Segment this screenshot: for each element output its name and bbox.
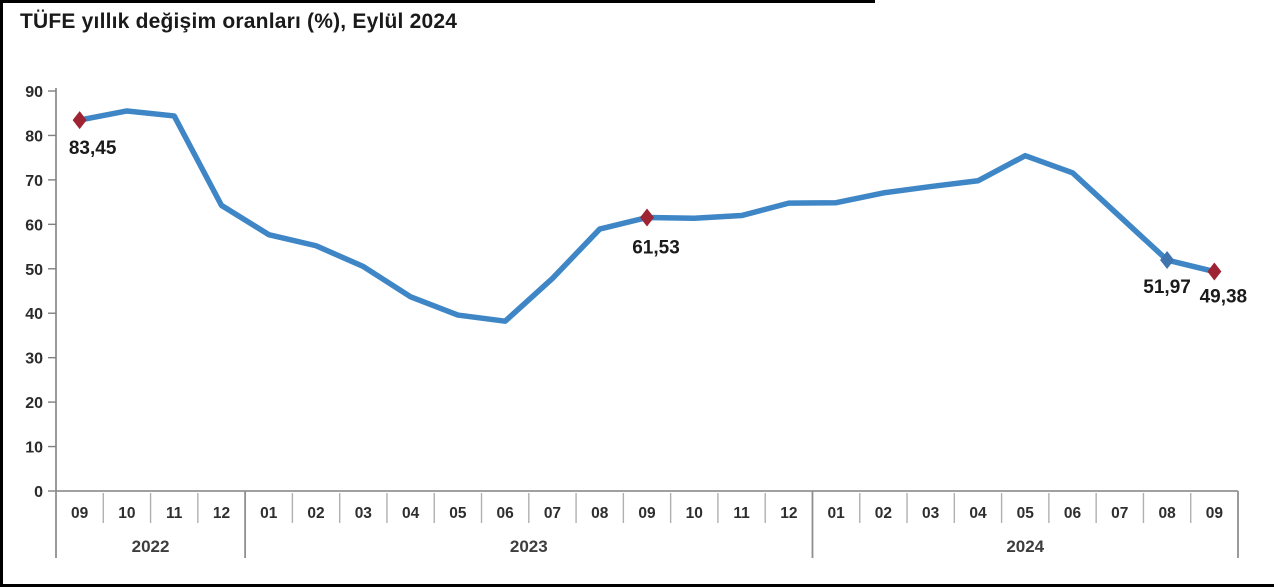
month-tick-label: 11	[166, 505, 183, 522]
month-tick-label: 02	[307, 505, 324, 522]
y-axis-tick-label: 50	[25, 262, 43, 279]
data-point-label: 49,38	[1200, 287, 1248, 308]
y-axis-tick-label: 80	[25, 128, 43, 145]
month-tick-label: 05	[1017, 505, 1035, 522]
month-tick-label: 08	[591, 505, 609, 522]
data-point-marker	[640, 208, 654, 227]
y-axis-tick-label: 70	[25, 173, 43, 190]
y-axis-tick-label: 60	[25, 217, 43, 234]
month-tick-label: 04	[402, 505, 420, 522]
month-tick-label: 08	[1158, 505, 1176, 522]
month-tick-label: 12	[213, 505, 230, 522]
y-axis-tick-label: 0	[34, 484, 43, 501]
data-point-label: 61,53	[632, 238, 680, 259]
month-tick-label: 02	[875, 505, 892, 522]
frame-border-left	[0, 0, 3, 587]
year-label: 2022	[132, 537, 170, 556]
month-tick-label: 09	[638, 505, 656, 522]
data-point-marker	[1207, 262, 1222, 281]
month-tick-label: 10	[118, 505, 135, 522]
y-axis-tick-label: 40	[25, 306, 43, 323]
y-axis-tick-label: 90	[25, 84, 43, 101]
month-tick-label: 11	[733, 505, 750, 522]
y-axis-tick-label: 30	[25, 351, 43, 368]
month-tick-label: 06	[497, 505, 515, 522]
month-tick-label: 04	[969, 505, 987, 522]
month-tick-label: 03	[355, 505, 373, 522]
month-tick-label: 06	[1064, 505, 1082, 522]
month-tick-label: 03	[922, 505, 940, 522]
month-tick-label: 07	[544, 505, 561, 522]
month-tick-label: 12	[780, 505, 797, 522]
data-point-marker	[1160, 251, 1175, 270]
month-tick-label: 10	[686, 505, 703, 522]
year-label: 2023	[510, 537, 548, 556]
y-axis-tick-label: 20	[25, 395, 43, 412]
month-tick-label: 09	[1206, 505, 1224, 522]
data-point-label: 83,45	[69, 138, 117, 159]
year-label: 2024	[1006, 537, 1044, 556]
chart-title: TÜFE yıllık değişim oranları (%), Eylül …	[20, 10, 458, 33]
frame-border-top	[0, 0, 875, 3]
month-tick-label: 01	[827, 505, 845, 522]
frame-border-bottom	[0, 584, 1274, 587]
y-axis-tick-label: 10	[25, 440, 43, 457]
month-tick-label: 05	[449, 505, 467, 522]
month-tick-label: 09	[71, 505, 89, 522]
data-point-label: 51,97	[1143, 277, 1191, 298]
month-tick-label: 07	[1111, 505, 1128, 522]
data-point-marker	[72, 111, 87, 130]
month-tick-label: 01	[260, 505, 278, 522]
